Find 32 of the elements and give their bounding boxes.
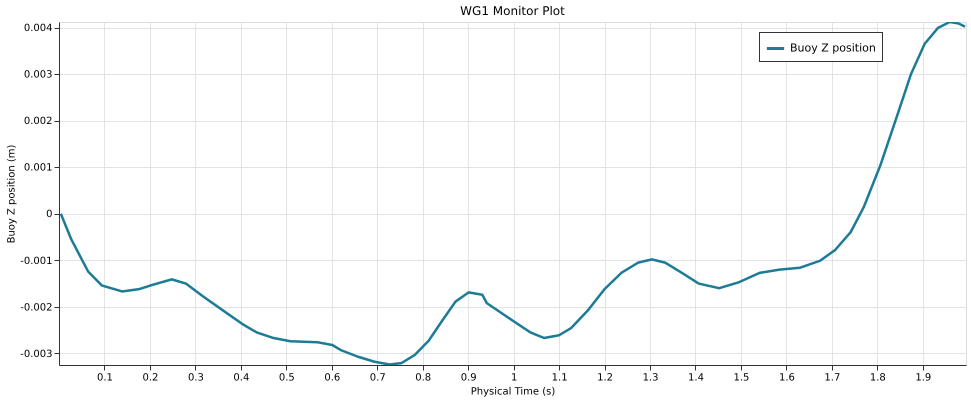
x-tick-label: 1.3 bbox=[642, 372, 658, 384]
x-tick-label: 0.2 bbox=[142, 372, 158, 384]
x-tick-label: 0.8 bbox=[415, 372, 432, 384]
x-tick-label: 0.6 bbox=[324, 372, 340, 384]
x-tick-label: 0.4 bbox=[233, 372, 250, 384]
x-tick-label: 0.7 bbox=[370, 372, 386, 384]
x-tick-label: 1.1 bbox=[552, 372, 568, 384]
x-tick-label: 1.2 bbox=[597, 372, 614, 384]
y-tick-label: 0.003 bbox=[24, 70, 52, 81]
x-axis-title: Physical Time (s) bbox=[470, 386, 556, 398]
y-tick-label: -0.001 bbox=[20, 256, 52, 267]
x-tick-label: 1.9 bbox=[915, 372, 932, 384]
x-tick-label: 1.4 bbox=[688, 372, 704, 384]
y-tick-label: 0 bbox=[46, 209, 52, 220]
line-series bbox=[60, 22, 966, 365]
y-tick-label: 0.001 bbox=[24, 162, 52, 174]
y-tick-label: -0.002 bbox=[20, 302, 52, 314]
x-tick-label: 1 bbox=[510, 372, 518, 384]
y-axis-title: Buoy Z position (m) bbox=[6, 144, 18, 244]
legend-label: Buoy Z position bbox=[790, 42, 876, 54]
x-tick-label: 0.9 bbox=[460, 372, 477, 384]
y-tick-label: -0.003 bbox=[20, 348, 52, 360]
x-tick-label: 1.8 bbox=[870, 372, 886, 384]
x-tick-label: 1.6 bbox=[778, 372, 795, 384]
x-tick-label: 0.3 bbox=[188, 372, 204, 384]
x-tick-label: 0.1 bbox=[97, 372, 113, 384]
x-tick-label: 0.5 bbox=[278, 372, 295, 384]
x-tick-label: 1.5 bbox=[734, 372, 750, 384]
y-tick-label: 0.002 bbox=[24, 116, 52, 128]
x-tick-label: 1.7 bbox=[824, 372, 840, 384]
y-tick-label: 0.004 bbox=[24, 23, 52, 34]
chart-title: WG1 Monitor Plot bbox=[460, 4, 566, 18]
